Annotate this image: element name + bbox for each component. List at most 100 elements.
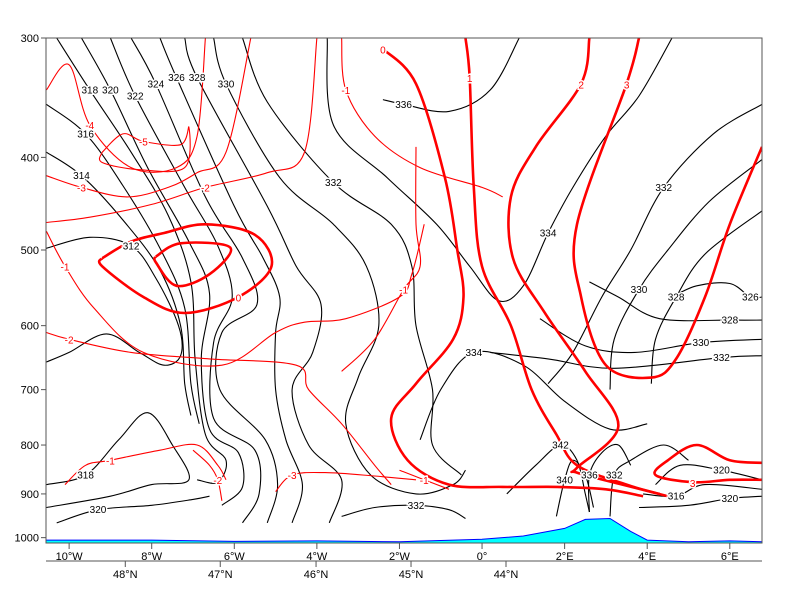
lat-tick-label: 45°N (399, 569, 424, 581)
contour-label: 318 (81, 85, 98, 96)
lon-tick-label: 6°E (721, 551, 739, 563)
contour-label: 332 (655, 183, 672, 194)
contour-label: -3 (288, 471, 297, 482)
contour-label: 328 (721, 316, 738, 327)
contour-label: 330 (693, 338, 710, 349)
theta-contour-330 (609, 159, 762, 390)
contour-label: 3 (690, 479, 696, 490)
contour-label: 316 (77, 129, 94, 140)
contour-label: 314 (73, 171, 90, 182)
theta-contour-328 (589, 281, 762, 322)
theta-contour-326 (671, 282, 762, 299)
contour-label: 1 (467, 74, 473, 85)
contour-label: 332 (408, 501, 425, 512)
contour-label: 318 (77, 471, 94, 482)
contour-label: 336 (581, 471, 598, 482)
theta-contour-314 (46, 151, 192, 416)
lon-tick-label: 2°W (389, 551, 411, 563)
contour-label: 320 (90, 505, 107, 516)
anomaly-contour--2 (192, 449, 223, 501)
contour-label: 328 (668, 293, 685, 304)
contour-label: 0 (236, 294, 242, 305)
theta-contour-322 (109, 38, 262, 524)
theta-contour-316 (46, 103, 200, 424)
theta-contour-332 (241, 38, 462, 476)
contour-label: 320 (721, 494, 738, 505)
contour-label: 326 (742, 293, 759, 304)
theta-contour-332 (490, 351, 762, 369)
anomaly-contour--1 (341, 38, 503, 198)
theta-contour-330 (213, 38, 466, 495)
theta-contour-320 (655, 464, 762, 486)
lat-tick-label: 44°N (494, 569, 519, 581)
anomaly-contour--1 (399, 469, 450, 490)
contour-label: -1 (61, 263, 70, 274)
anomaly-contour--1 (64, 443, 227, 486)
theta-contour-320 (81, 38, 245, 506)
contour-label: 330 (218, 79, 235, 90)
plot-frame (45, 37, 763, 544)
contour-label: 334 (465, 348, 482, 359)
lon-tick-label: 2°E (556, 551, 574, 563)
anomaly-contour-0 (97, 222, 274, 315)
contour-label: -1 (341, 86, 350, 97)
anomaly-contour-2 (507, 38, 669, 498)
contour-label: 330 (631, 285, 648, 296)
theta-contour-336 (587, 443, 632, 513)
lon-tick-label: 4°W (306, 551, 328, 563)
contour-label: 340 (556, 475, 573, 486)
theta-contour-320 (56, 495, 210, 524)
theta-contour-332 (609, 444, 689, 517)
contour-label: -1 (420, 476, 429, 487)
contour-label: 322 (127, 92, 144, 103)
contour-label: 334 (540, 229, 557, 240)
contour-label: 316 (668, 492, 685, 503)
theta-contour-342 (506, 444, 590, 513)
contour-label: -2 (201, 184, 210, 195)
theta-contour-330 (539, 318, 762, 354)
lat-tick-label: 46°N (304, 569, 329, 581)
lon-tick-label: 0° (477, 551, 488, 563)
anomaly-contour--1 (46, 224, 425, 367)
anomaly-contour-0 (381, 47, 644, 498)
contour-label: 328 (189, 73, 206, 84)
anomaly-contour--4 (46, 38, 206, 173)
contour-label: -2 (213, 476, 222, 487)
contour-label: 326 (168, 73, 185, 84)
y-tick-label: 800 (21, 440, 39, 452)
y-tick-label: 1000 (15, 533, 39, 545)
contour-label: 332 (606, 471, 623, 482)
theta-contour-332 (341, 504, 466, 519)
theta-contour-316 (643, 483, 762, 498)
contour-label: 0 (380, 46, 386, 57)
terrain-fill (46, 517, 762, 543)
theta-contour-320 (638, 495, 762, 509)
anomaly-contour--2 (46, 331, 392, 485)
lon-tick-label: 4°E (638, 551, 656, 563)
contour-label: 336 (395, 100, 412, 111)
y-tick-label: 500 (21, 245, 39, 257)
lat-tick-label: 48°N (113, 569, 138, 581)
y-tick-label: 400 (21, 152, 39, 164)
lon-tick-label: 10°W (56, 551, 84, 563)
contour-label: -4 (85, 121, 94, 132)
theta-contour-312 (46, 236, 183, 366)
anomaly-contour-3 (572, 38, 762, 380)
anomaly-contour--3 (275, 471, 417, 492)
anomaly-contour--3 (46, 38, 252, 198)
theta-contour-324 (130, 38, 279, 524)
contour-label: -1 (399, 286, 408, 297)
lat-tick-label: 47°N (208, 569, 233, 581)
anomaly-contours (46, 38, 762, 501)
theta-contour-336 (382, 38, 520, 113)
anomaly-contour-3 (653, 443, 762, 484)
contour-label: -1 (106, 457, 115, 468)
contour-label: -2 (65, 336, 74, 347)
contour-label: 320 (713, 466, 730, 477)
anomaly-contour--1 (341, 146, 422, 372)
contour-label: -5 (139, 138, 148, 149)
contour-label: 320 (102, 85, 119, 96)
theta-contour-318 (46, 412, 190, 509)
